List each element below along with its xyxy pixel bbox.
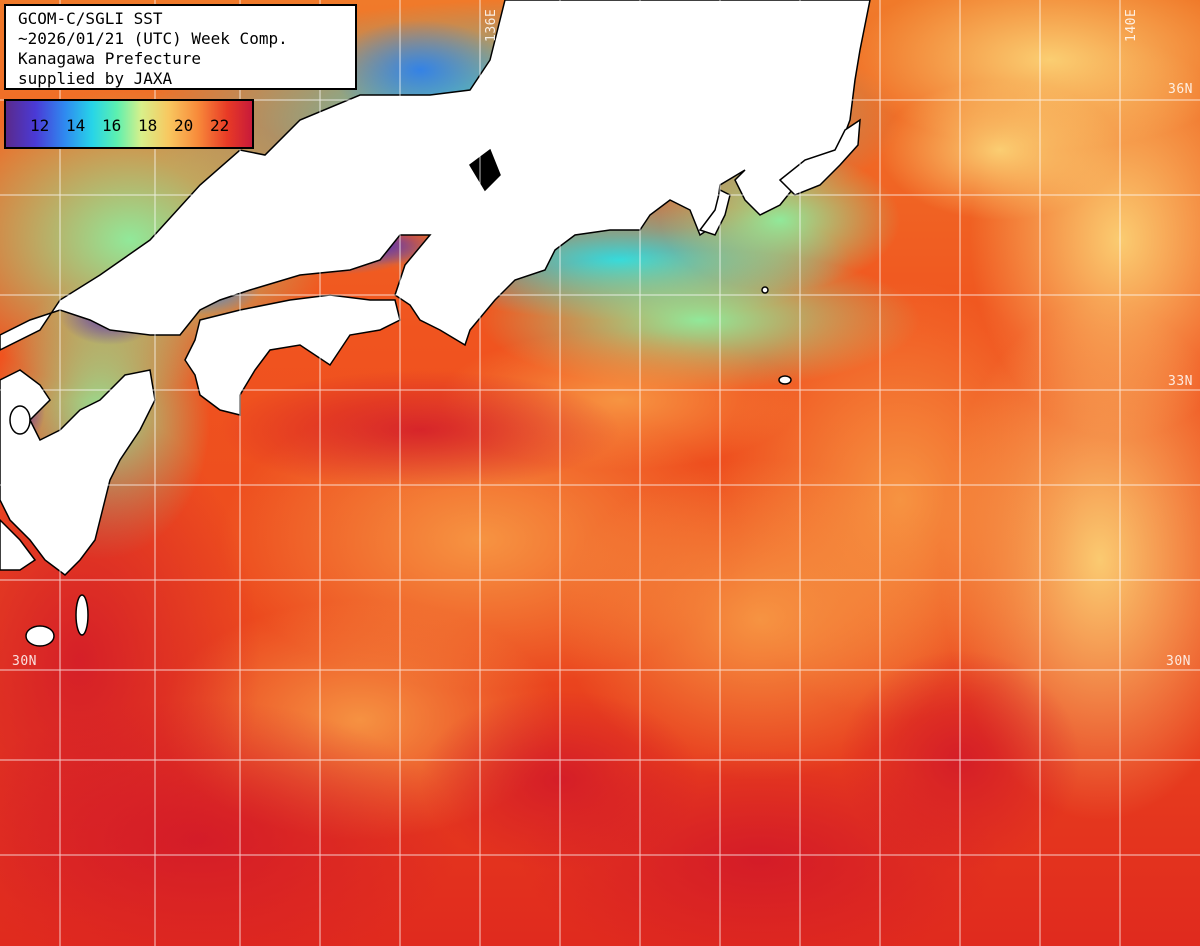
info-line-product: GCOM-C/SGLI SST: [18, 9, 163, 28]
lat-label-33-left: 33: [12, 374, 29, 389]
legend-tick-18: 18: [138, 116, 158, 135]
lon-label-136e: 136E: [484, 8, 499, 42]
island-b: [75, 594, 89, 636]
island-a: [25, 625, 55, 647]
lat-label-30n-right: 30N: [1166, 654, 1191, 669]
legend-tick-22: 22: [210, 116, 230, 135]
lon-label-140e: 140E: [1124, 8, 1139, 42]
island-c: [9, 405, 31, 435]
legend-tick-12: 12: [30, 116, 50, 135]
lat-label-30n-left: 30N: [12, 654, 37, 669]
info-line-supplier: supplied by JAXA: [18, 69, 173, 88]
legend-tick-20: 20: [174, 116, 194, 135]
kyushu-south-coast: [0, 518, 37, 571]
island-e: [761, 286, 769, 294]
shikoku-coast: [184, 294, 401, 416]
info-line-region: Kanagawa Prefecture: [18, 49, 202, 68]
lat-label-36n: 36N: [1168, 82, 1193, 97]
honshu-coast: [0, 0, 871, 351]
lat-label-33n-right: 33N: [1168, 374, 1193, 389]
land-areas: [0, 0, 871, 647]
legend-tick-16: 16: [102, 116, 122, 135]
map-info-box: GCOM-C/SGLI SST ~2026/01/21 (UTC) Week C…: [4, 4, 357, 90]
info-line-date: ~2026/01/21 (UTC) Week Comp.: [18, 29, 288, 48]
temperature-color-legend: 12 14 16 18 20 22: [4, 99, 254, 149]
kyushu-coast: [0, 369, 156, 576]
legend-tick-14: 14: [66, 116, 86, 135]
island-d: [778, 375, 792, 385]
